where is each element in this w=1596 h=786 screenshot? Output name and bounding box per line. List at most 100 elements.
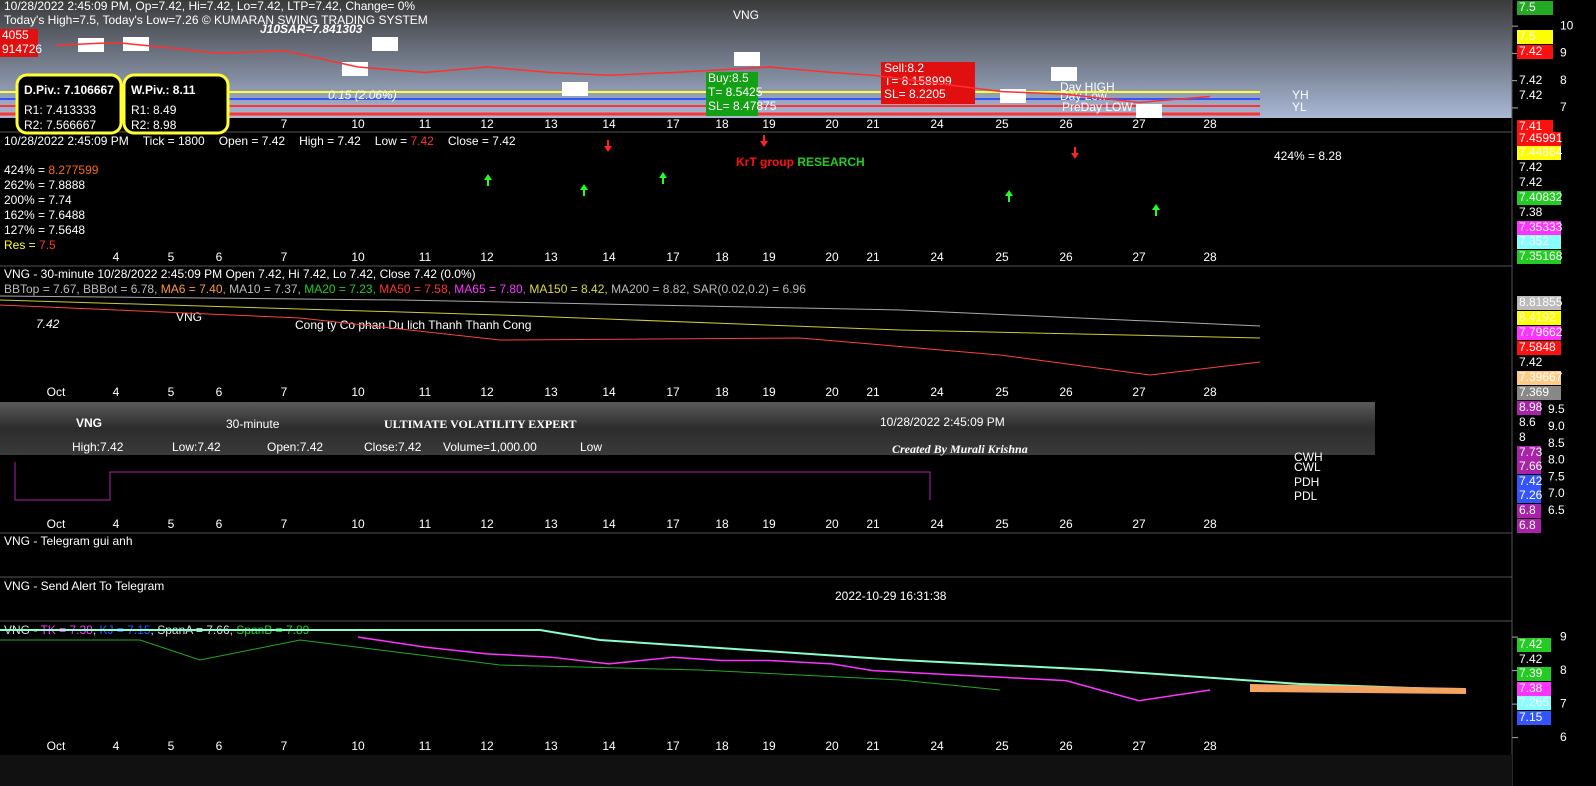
- down-arrow: [604, 140, 612, 152]
- date-label: Oct: [47, 517, 66, 531]
- date-label: 5: [168, 385, 175, 399]
- axis-value-label: 7.39667: [1519, 370, 1563, 384]
- level-label: PDH: [1294, 475, 1319, 489]
- date-label: 18: [715, 250, 729, 264]
- price-annotation: 7.4: [1005, 88, 1022, 102]
- label-box: [1517, 146, 1561, 160]
- label-box: [1517, 431, 1541, 445]
- up-arrow: [580, 184, 588, 196]
- level-label: CWL: [1294, 460, 1321, 474]
- label: Open:7.42: [267, 440, 323, 454]
- indicator-line-part: BBTop = 7.67, BBBot = 6.78,: [4, 282, 161, 296]
- date-label: 14: [602, 250, 616, 264]
- date-label: 13: [544, 517, 558, 531]
- price-tag: [1051, 67, 1077, 81]
- date-label: 17: [666, 739, 680, 753]
- axis-value-label: 7.39: [1519, 666, 1543, 680]
- price-line: [0, 304, 1261, 376]
- label: Created By Murali Krishna: [892, 442, 1028, 456]
- date-label: 28: [1203, 385, 1217, 399]
- fib-level: 127% = 7.5648: [4, 223, 85, 237]
- label-box: [1517, 221, 1561, 235]
- axis-value-label: 7.79662: [1519, 325, 1563, 339]
- pivot-box: [122, 73, 230, 135]
- date-label: 11: [419, 250, 432, 264]
- axis-value-label: 7.265: [1519, 695, 1549, 709]
- close-line: [357, 636, 1211, 702]
- label: J10SAR=7.841303: [260, 22, 363, 36]
- level-label: CWH: [1294, 450, 1323, 464]
- down-arrow: [760, 135, 768, 147]
- status-line-part: 7.42: [411, 134, 435, 148]
- axis-value-label: 7.35168: [1519, 249, 1563, 263]
- label-box: [1517, 74, 1553, 88]
- y-tick-label: 8: [1560, 663, 1567, 677]
- date-label: 25: [995, 517, 1009, 531]
- axis-value-label: 7.42: [1519, 88, 1543, 102]
- date-label: 6: [216, 385, 223, 399]
- date-label: 21: [866, 517, 880, 531]
- date-label: 10: [351, 739, 365, 753]
- label-box: [1517, 696, 1551, 710]
- close-line: [55, 41, 1211, 104]
- date-label: 26: [1059, 385, 1073, 399]
- indicator-line-part: MA20 = 7.23,: [304, 282, 379, 296]
- date-label: 4: [113, 517, 120, 531]
- date-label: 19: [762, 117, 776, 131]
- fib-level: 424% = 8.277599: [4, 163, 99, 177]
- watermark: KrT group RESEARCH: [736, 155, 865, 169]
- label: SL= 8.2205: [884, 87, 946, 101]
- y-tick-label: 7.5: [1548, 469, 1565, 483]
- label: 424% = 8.28: [1274, 149, 1342, 163]
- date-label: 20: [825, 117, 839, 131]
- y-tick-label: 10: [1560, 18, 1574, 32]
- date-label: 24: [930, 117, 944, 131]
- label: SL= 8.47875: [708, 99, 777, 113]
- y-tick-label: 9.0: [1548, 419, 1565, 433]
- date-label: 18: [715, 117, 729, 131]
- label-box: [1517, 682, 1551, 696]
- date-label: 21: [866, 250, 880, 264]
- label: W.Piv.: 8.11: [131, 83, 196, 97]
- status-line-part: Low =: [375, 134, 411, 148]
- axis-value-label: 8.4192: [1519, 310, 1556, 324]
- label-box: [1517, 475, 1541, 489]
- label: Buy:8.5: [708, 71, 749, 85]
- indicator-line: BBTop = 7.67, BBBot = 6.78, MA6 = 7.40, …: [4, 282, 806, 296]
- label: R1: 8.49: [131, 103, 177, 117]
- label-box: [1517, 416, 1541, 430]
- label: VNG - 30-minute 10/28/2022 2:45:09 PM Op…: [4, 267, 476, 281]
- label-box: [1517, 667, 1551, 681]
- date-label: 13: [544, 117, 558, 131]
- axis-value-label: 7.26: [1519, 488, 1543, 502]
- label-box: [1517, 161, 1561, 175]
- label: T= 8.5425: [708, 85, 763, 99]
- status-line-part: Open = 7.42: [219, 134, 286, 148]
- axis-value-label: 6.8: [1519, 518, 1536, 532]
- label-box: [1517, 132, 1561, 146]
- axis-value-label: 7.44864: [1519, 145, 1563, 159]
- date-label: 20: [825, 739, 839, 753]
- fib-level: Res = 7.5: [4, 238, 56, 252]
- level-label: Day HIGH: [1060, 80, 1115, 94]
- span-line: [0, 629, 1467, 691]
- axis-value-label: 7.38: [1519, 205, 1543, 219]
- axis-value-label: 7.66: [1519, 459, 1543, 473]
- status-line-part: 10/28/2022 2:45:09 PM: [4, 134, 129, 148]
- price-tag: [1136, 104, 1162, 118]
- label: R2: 7.566667: [24, 118, 96, 132]
- y-tick-label: 6.5: [1548, 503, 1565, 517]
- label: 10/28/2022 2:45:09 PM: [880, 415, 1005, 429]
- date-label: 14: [602, 385, 616, 399]
- indicator-line-part: MA200 = 8.82, SAR(0.02,0.2) = 6.96: [611, 282, 806, 296]
- label-box: [1517, 45, 1553, 59]
- date-label: 18: [715, 385, 729, 399]
- date-label: 28: [1203, 117, 1217, 131]
- date-label: 27: [1132, 517, 1146, 531]
- label-box: [1517, 1, 1553, 15]
- level-label: PDL: [1294, 489, 1318, 503]
- date-label: 25: [995, 739, 1009, 753]
- axis-value-label: 7.5: [1519, 29, 1536, 43]
- axis-value-label: 7.45991: [1519, 131, 1563, 145]
